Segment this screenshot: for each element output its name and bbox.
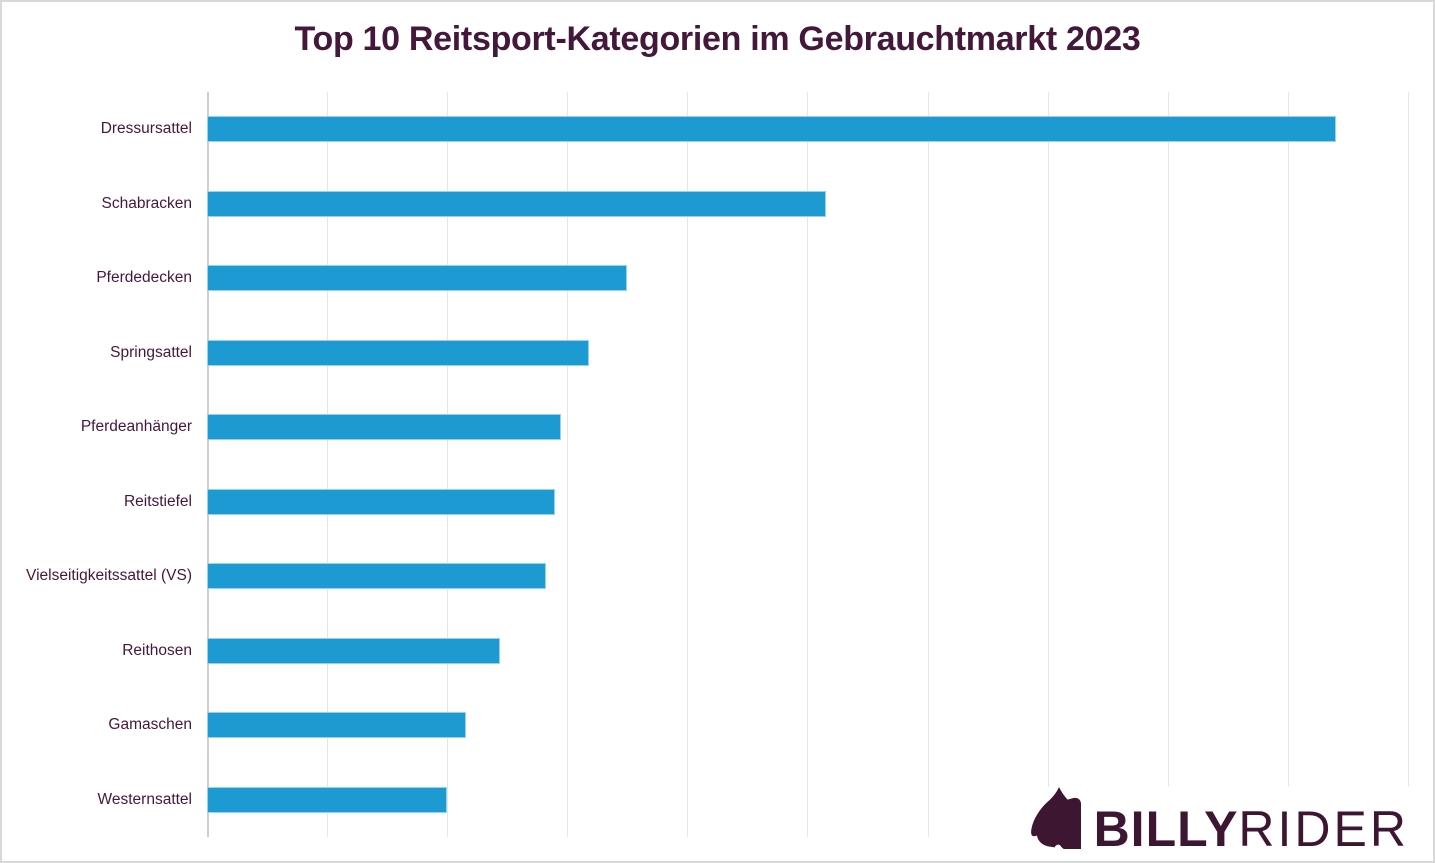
gridline — [1407, 92, 1409, 837]
gridline — [327, 92, 329, 837]
bar — [207, 712, 467, 739]
bar — [207, 190, 826, 217]
category-label: Pferdeanhänger — [80, 418, 192, 436]
category-label: Reithosen — [122, 641, 192, 659]
bar-row: Schabracken — [102, 167, 1432, 242]
category-label: Reitstiefel — [123, 492, 192, 510]
bar — [207, 786, 448, 813]
category-label: Schabracken — [101, 194, 192, 212]
gridline — [687, 92, 689, 837]
gridline — [807, 92, 809, 837]
category-label: Dressursattel — [100, 120, 192, 138]
gridline — [1167, 92, 1169, 837]
bar-row: Westernsattel — [98, 763, 1432, 838]
billyrider-logo: BILLY RIDER — [1021, 787, 1409, 857]
y-axis-line — [207, 92, 209, 837]
bar — [207, 414, 562, 441]
bar-row: Pferdedecken — [96, 241, 1432, 316]
bar-row: Springsattel — [110, 316, 1432, 391]
category-label: Pferdedecken — [96, 269, 192, 287]
chart-title: Top 10 Reitsport-Kategorien im Gebraucht… — [294, 20, 1141, 58]
logo-text-billy: BILLY — [1093, 801, 1239, 857]
bar — [207, 488, 556, 515]
bar-row: Vielseitigkeitssattel (VS) — [26, 539, 1432, 614]
plot-area: Dressursattel Schabracken Pferdedecken Spri… — [26, 92, 1432, 838]
bar — [207, 563, 546, 590]
gridline — [1287, 92, 1289, 837]
category-label: Westernsattel — [97, 790, 192, 808]
bar-row: Gamaschen — [108, 688, 1432, 763]
logo-text-rider: RIDER — [1238, 801, 1409, 857]
gridline — [927, 92, 929, 837]
horse-head-icon — [1030, 787, 1081, 849]
bar-row: Dressursattel — [101, 92, 1432, 167]
category-label: Springsattel — [110, 343, 192, 361]
bar — [207, 265, 628, 292]
gridline — [567, 92, 569, 837]
bar — [207, 637, 501, 664]
bar-row: Pferdeanhänger — [81, 390, 1432, 465]
gridline — [447, 92, 449, 837]
category-label: Gamaschen — [108, 716, 192, 734]
gridline — [1047, 92, 1049, 837]
category-label: Vielseitigkeitssattel (VS) — [26, 567, 192, 585]
bar — [207, 339, 589, 366]
bar-row: Reithosen — [122, 614, 1432, 689]
bar-row: Reitstiefel — [124, 465, 1432, 540]
bar — [207, 116, 1336, 143]
